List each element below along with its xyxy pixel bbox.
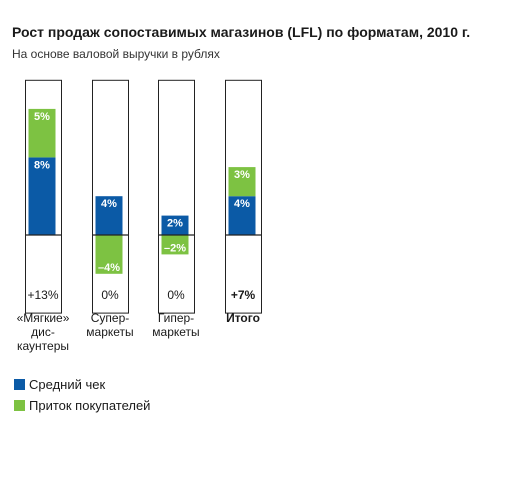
legend-label-traffic: Приток покупателей bbox=[29, 398, 151, 413]
data-label: 5% bbox=[34, 111, 50, 123]
total-label: 0% bbox=[167, 288, 185, 302]
total-label: +7% bbox=[231, 288, 256, 302]
category-label: дис- bbox=[31, 325, 55, 339]
bar-segment-traffic bbox=[28, 108, 56, 158]
bar-segment-check bbox=[161, 215, 189, 235]
bar-segment-traffic bbox=[95, 235, 123, 274]
category-label: Супер- bbox=[91, 311, 130, 325]
bar-segment-check bbox=[228, 196, 256, 235]
legend-item-check: Средний чек bbox=[14, 374, 150, 395]
legend-swatch-check bbox=[14, 379, 25, 390]
data-label: 4% bbox=[234, 198, 250, 210]
total-label: +13% bbox=[27, 288, 58, 302]
chart-subtitle: На основе валовой выручки в рублях bbox=[12, 47, 220, 61]
data-label: 3% bbox=[234, 169, 250, 181]
bar-frame bbox=[158, 79, 195, 314]
data-label: 8% bbox=[34, 159, 50, 171]
category-label: Гипер- bbox=[158, 311, 194, 325]
category-label: Итого bbox=[226, 311, 260, 325]
lfl-bar-chart: 8% 5% +13% «Мягкие»дис-каунтеры 4% –4% 0% Супер… bbox=[17, 79, 262, 353]
chart-title: Рост продаж сопоставимых магазинов (LFL)… bbox=[12, 24, 471, 40]
bar-segment-check bbox=[28, 157, 56, 235]
category-label: «Мягкие» bbox=[17, 311, 70, 325]
chart-legend: Средний чек Приток покупателей bbox=[14, 374, 150, 416]
category-label: каунтеры bbox=[17, 339, 69, 353]
total-label: 0% bbox=[101, 288, 119, 302]
bar-frame bbox=[25, 79, 62, 314]
data-label: –4% bbox=[98, 262, 120, 274]
data-label: 4% bbox=[101, 198, 117, 210]
bar-segment-traffic bbox=[228, 167, 256, 197]
data-label: 2% bbox=[167, 218, 183, 230]
legend-swatch-traffic bbox=[14, 400, 25, 411]
legend-item-traffic: Приток покупателей bbox=[14, 395, 150, 416]
bar-segment-check bbox=[95, 196, 123, 235]
bar-frame bbox=[92, 79, 129, 314]
bar-frame bbox=[225, 79, 262, 314]
category-label: маркеты bbox=[152, 325, 199, 339]
data-label: –2% bbox=[164, 242, 186, 254]
legend-label-check: Средний чек bbox=[29, 377, 106, 392]
category-label: маркеты bbox=[86, 325, 133, 339]
bar-segment-traffic bbox=[161, 235, 189, 255]
